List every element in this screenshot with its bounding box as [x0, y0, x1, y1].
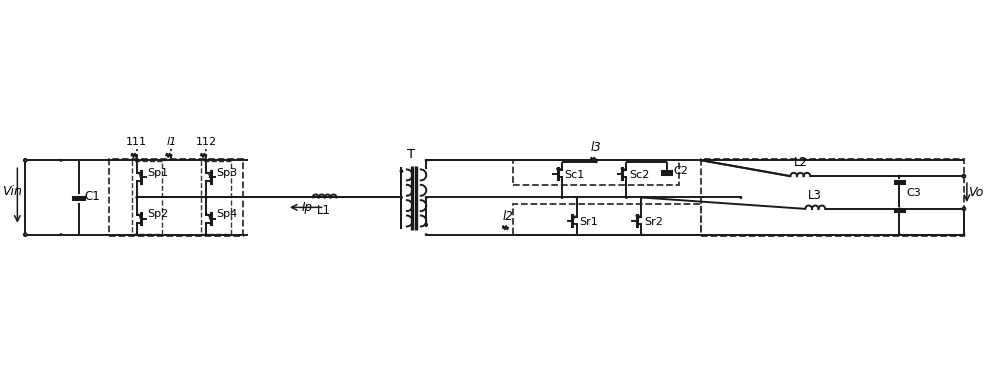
Text: Ip: Ip: [301, 201, 312, 214]
Circle shape: [561, 197, 563, 198]
Circle shape: [401, 197, 402, 198]
Text: C1: C1: [85, 190, 101, 203]
Circle shape: [700, 159, 702, 161]
Circle shape: [425, 223, 427, 226]
Text: 112: 112: [196, 137, 217, 147]
Circle shape: [576, 234, 578, 235]
Circle shape: [963, 234, 965, 235]
Text: Sr2: Sr2: [644, 217, 663, 227]
Circle shape: [576, 197, 578, 198]
Circle shape: [425, 234, 427, 235]
Circle shape: [400, 170, 403, 173]
Circle shape: [626, 197, 627, 198]
Circle shape: [60, 234, 62, 235]
Text: Sp2: Sp2: [147, 209, 168, 219]
Text: Vin: Vin: [2, 185, 22, 198]
Text: C2: C2: [674, 166, 688, 176]
Circle shape: [899, 208, 900, 210]
Circle shape: [136, 197, 138, 198]
Circle shape: [136, 159, 138, 161]
Circle shape: [740, 197, 742, 198]
Text: C3: C3: [906, 188, 921, 198]
Text: Sr1: Sr1: [579, 217, 598, 227]
Text: 111: 111: [126, 137, 147, 147]
Circle shape: [24, 233, 27, 236]
Circle shape: [595, 161, 597, 163]
Circle shape: [641, 197, 642, 198]
Text: Sp4: Sp4: [217, 209, 238, 219]
Circle shape: [205, 159, 207, 161]
Text: Sc2: Sc2: [629, 170, 649, 179]
Circle shape: [205, 234, 207, 235]
Text: Vo: Vo: [968, 186, 983, 199]
Circle shape: [899, 175, 900, 177]
Circle shape: [24, 159, 27, 162]
Text: L3: L3: [808, 189, 822, 202]
Circle shape: [425, 197, 427, 198]
Circle shape: [425, 159, 427, 161]
Circle shape: [60, 159, 62, 161]
Text: Sp1: Sp1: [147, 168, 168, 178]
Circle shape: [963, 175, 965, 178]
Text: T: T: [407, 148, 415, 161]
Text: L1: L1: [317, 205, 331, 217]
Circle shape: [962, 208, 964, 210]
Circle shape: [963, 207, 965, 210]
Text: Sc1: Sc1: [564, 170, 585, 179]
Circle shape: [962, 175, 964, 177]
Circle shape: [641, 234, 642, 235]
Circle shape: [205, 197, 207, 198]
Circle shape: [899, 234, 900, 235]
Text: L2: L2: [793, 156, 807, 169]
Text: l3: l3: [591, 141, 602, 154]
Text: l1: l1: [166, 137, 177, 147]
Circle shape: [136, 234, 138, 235]
Text: Sp3: Sp3: [217, 168, 238, 178]
Text: l2: l2: [503, 210, 513, 223]
